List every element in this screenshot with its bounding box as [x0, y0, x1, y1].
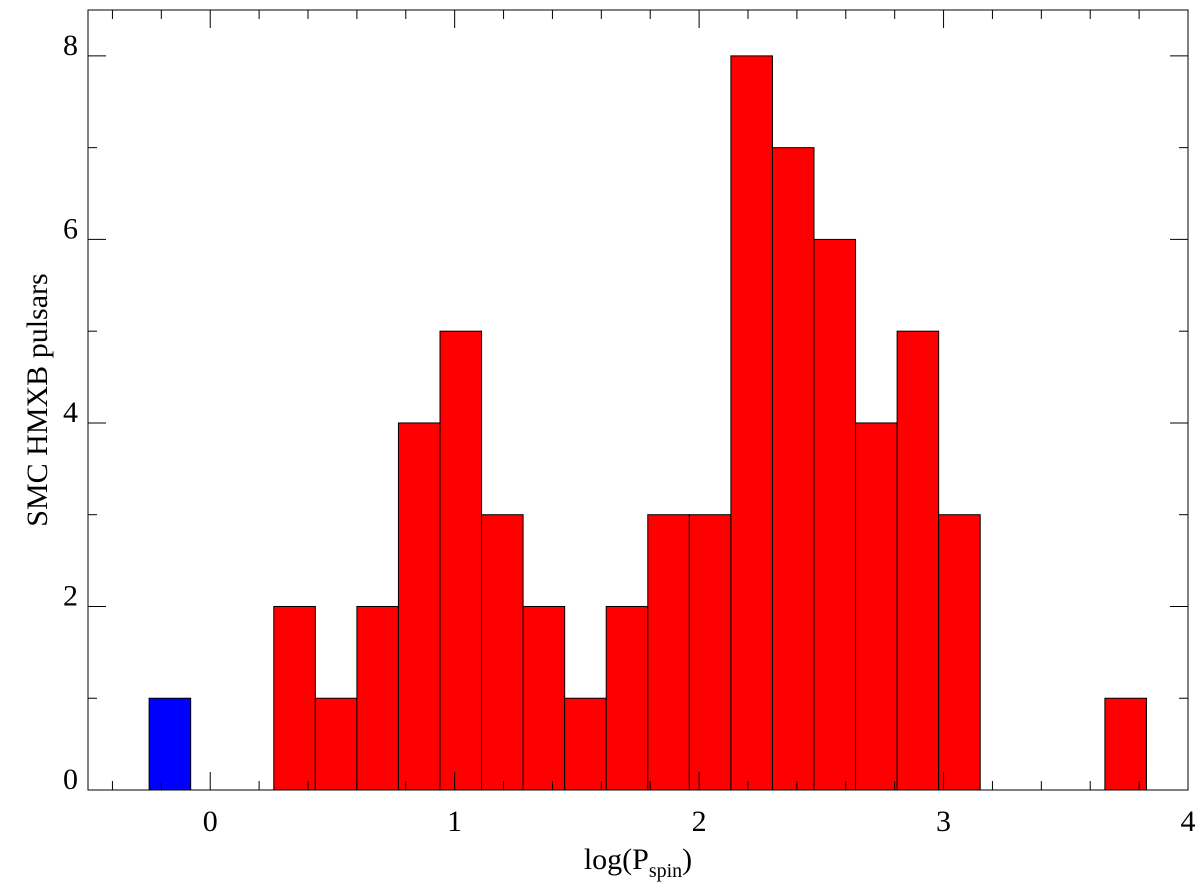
histogram-bar: [522, 605, 566, 791]
y-tick-label: 2: [63, 579, 78, 612]
histogram-bar: [148, 697, 192, 791]
histogram-bar: [314, 697, 358, 791]
histogram-bar: [813, 238, 857, 791]
plot-frame: [87, 9, 1189, 791]
histogram-bar: [730, 55, 773, 791]
y-tick-label: 4: [63, 396, 78, 429]
histogram-bar: [855, 422, 898, 791]
histogram-bar: [896, 330, 940, 791]
y-tick-label: 6: [63, 212, 78, 245]
x-tick-label: 4: [1181, 805, 1196, 838]
histogram-bar: [647, 514, 690, 791]
histogram-bar: [397, 422, 441, 791]
y-tick-label: 0: [63, 763, 78, 796]
histogram-bar: [938, 514, 981, 791]
histogram-bar: [688, 514, 732, 791]
histogram-bar: [771, 147, 815, 791]
histogram-bar: [356, 605, 399, 791]
x-tick-label: 1: [447, 805, 462, 838]
x-tick-label: 3: [936, 805, 951, 838]
histogram-bar: [605, 605, 649, 791]
y-tick-label: 8: [63, 29, 78, 62]
x-axis-label: log(Pspin): [584, 843, 692, 882]
y-axis-label: SMC HMXB pulsars: [21, 273, 54, 526]
x-axis-label-subscript: spin: [649, 860, 682, 882]
histogram-bar: [1104, 697, 1147, 791]
x-tick-label: 0: [203, 805, 218, 838]
x-axis-label-part: log(P: [584, 843, 649, 876]
histogram-bar: [439, 330, 483, 791]
x-tick-label: 2: [692, 805, 707, 838]
histogram-bar: [481, 514, 524, 791]
x-axis-label-part: ): [682, 843, 692, 876]
histogram-bar: [564, 697, 607, 791]
histogram-bar: [273, 605, 316, 791]
